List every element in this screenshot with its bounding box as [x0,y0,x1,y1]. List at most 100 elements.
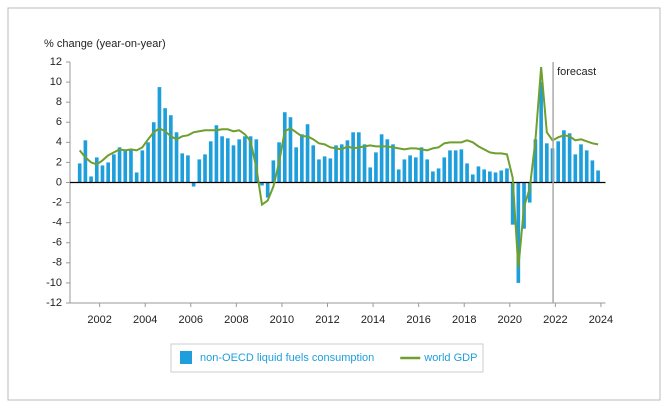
bar [317,159,321,183]
bar [112,154,116,183]
bar [197,159,202,183]
bar [186,155,190,183]
x-tick-label: 2002 [87,314,111,326]
bar [567,133,572,183]
bar [544,143,549,183]
x-tick-label: 2008 [224,314,248,326]
bar [533,139,538,183]
x-tick-label: 2014 [361,314,385,326]
y-tick-label: -2 [52,196,62,208]
y-tick-label: 2 [56,156,62,168]
bar [305,124,310,183]
x-tick-label: 2016 [406,314,430,326]
bar [408,155,412,183]
x-tick-label: 2020 [498,314,522,326]
bar [584,150,589,183]
bar [562,130,566,183]
forecast-label: forecast [557,66,596,78]
bar [89,176,93,183]
bar [129,149,133,183]
bar [362,144,367,183]
y-axis-label: % change (year-on-year) [44,38,166,50]
bar [539,82,543,183]
bar [499,170,504,183]
legend-box [170,343,484,373]
bar [556,141,561,183]
bar [482,169,486,183]
x-tick-label: 2024 [589,314,613,326]
bar [436,168,441,183]
y-tick-label: -8 [52,257,62,269]
y-tick-label: -12 [46,297,62,309]
bar [488,171,492,183]
bar [254,139,259,183]
bar [374,152,378,183]
bar [117,147,122,183]
bar [157,87,162,183]
bar [413,157,418,183]
x-tick-label: 2006 [179,314,203,326]
bar [203,154,207,183]
bar [151,122,156,183]
bar [214,125,219,183]
bar [106,162,110,183]
y-tick-label: -10 [46,277,62,289]
bar [328,158,333,183]
bar [140,150,145,183]
x-tick-label: 2004 [133,314,157,326]
bar [345,140,350,183]
line [78,66,599,268]
bar [288,117,293,183]
bar [505,168,509,183]
y-tick-label: -4 [52,217,62,229]
bar [391,144,395,183]
legend-label: world GDP [423,352,477,364]
bar [300,134,304,183]
bar [402,159,407,183]
bar [282,112,287,183]
bar [231,145,236,183]
bar [339,144,344,183]
frame [7,7,661,401]
bar [208,141,213,183]
x-tick-label: 2010 [270,314,294,326]
bar [510,182,515,225]
bar [476,166,481,183]
bar [357,132,361,183]
bar [425,159,430,183]
bar [163,108,167,183]
bar [225,138,230,183]
bar [311,145,316,183]
bar [573,154,578,183]
y-tick-label: 0 [56,176,62,188]
bar [385,139,390,183]
bar [83,140,88,183]
bar [448,150,452,183]
bar [596,170,600,183]
bar [516,182,521,283]
bar [174,132,179,183]
legend-swatch [180,351,192,364]
bar [379,134,384,183]
bar [459,149,464,183]
bar [248,136,253,183]
legend-label: non-OECD liquid fuels consumption [200,352,374,364]
bar [220,136,224,183]
bar [134,172,139,183]
bar [180,153,185,183]
bar [169,115,173,183]
bar [527,182,532,203]
y-tick-label: 4 [56,136,62,148]
bar [237,139,242,183]
bar [100,165,105,183]
bar [77,163,82,183]
bar [271,160,276,183]
bar [265,182,270,198]
bar [470,174,475,183]
x-tick-label: 2012 [315,314,339,326]
bar [590,160,595,183]
y-tick-label: 12 [50,56,62,68]
bar [294,147,298,183]
